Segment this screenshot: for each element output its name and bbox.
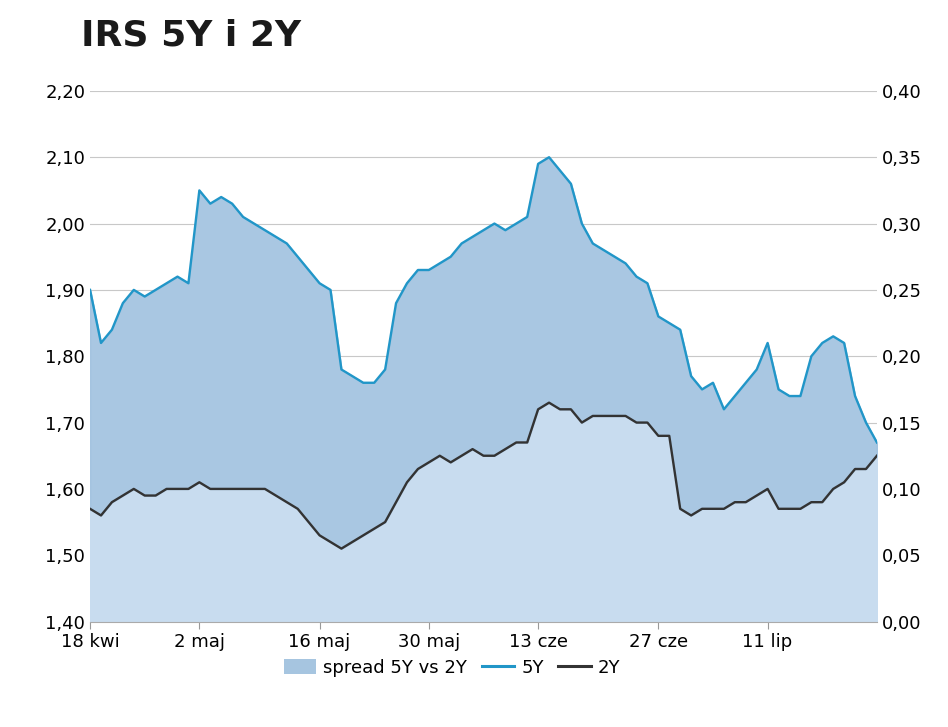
Legend: spread 5Y vs 2Y, 5Y, 2Y: spread 5Y vs 2Y, 5Y, 2Y (276, 652, 628, 684)
Text: IRS 5Y i 2Y: IRS 5Y i 2Y (81, 18, 301, 52)
